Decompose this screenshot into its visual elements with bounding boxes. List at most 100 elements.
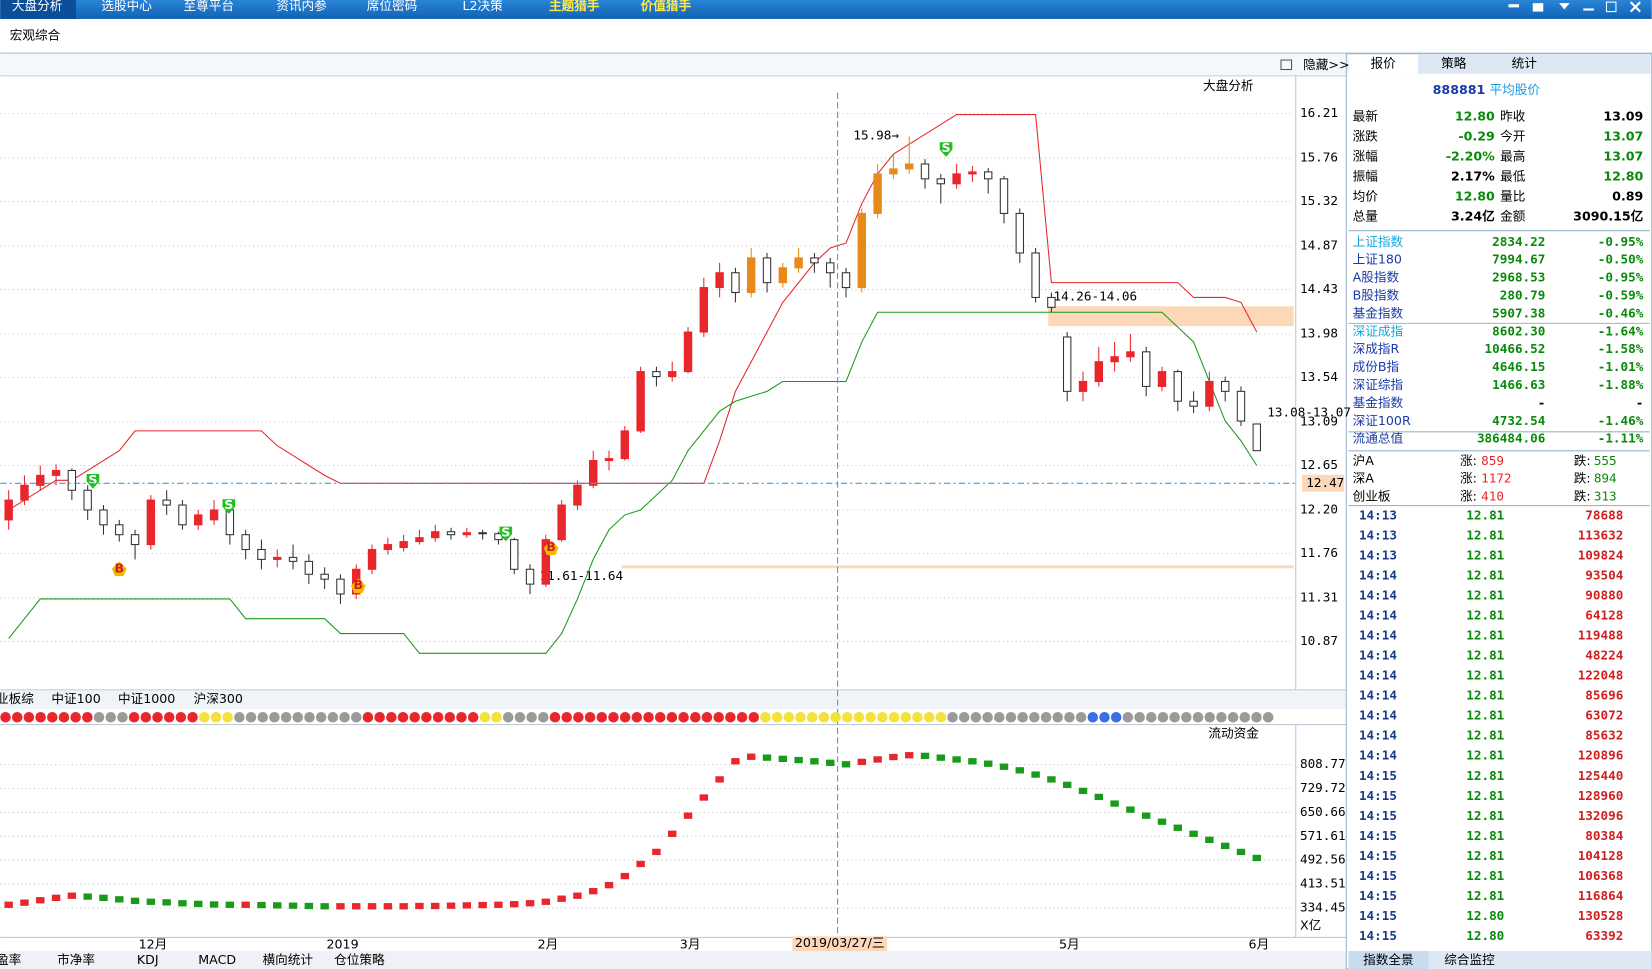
tick-volume: 90880 <box>1585 588 1623 603</box>
candle-body <box>510 539 519 570</box>
signal-dot <box>514 712 526 723</box>
flow-mark <box>194 900 203 908</box>
breadth-up-label: 涨: <box>1460 489 1477 504</box>
breadth-up: 859 <box>1481 453 1504 468</box>
panel-footer-tab[interactable]: 综合监控 <box>1444 952 1495 967</box>
panel-tab[interactable]: 策略 <box>1441 56 1467 71</box>
menu-item[interactable]: 资讯内参 <box>276 0 327 13</box>
index-tab[interactable]: 沪深300 <box>194 691 243 706</box>
menu-item[interactable]: 选股中心 <box>101 0 152 13</box>
tick-volume: 132096 <box>1578 808 1624 823</box>
flow-mark <box>889 753 898 761</box>
index-value: 8602.30 <box>1492 323 1545 338</box>
index-name[interactable]: 基金指数 <box>1353 395 1404 410</box>
index-name[interactable]: A股指数 <box>1353 270 1400 285</box>
bottom-tab[interactable]: 横向统计 <box>263 952 314 967</box>
candle-body <box>446 531 456 536</box>
y-tick-label: 14.87 <box>1300 238 1338 253</box>
index-value: 2834.22 <box>1492 234 1545 249</box>
signal-dot <box>923 712 935 723</box>
signal-dot <box>1040 712 1052 723</box>
tick-volume: 128960 <box>1578 788 1624 803</box>
tick-time: 14:13 <box>1359 508 1397 523</box>
flow-mark <box>478 901 487 909</box>
panel-footer-tab[interactable]: 指数全景 <box>1363 952 1414 967</box>
menu-item[interactable]: L2决策 <box>462 0 503 13</box>
tick-time: 14:14 <box>1359 568 1397 583</box>
flow-mark <box>968 758 977 765</box>
tick-price: 12.81 <box>1466 588 1504 603</box>
quote-value: 12.80 <box>1455 188 1495 203</box>
candle-body <box>873 173 882 214</box>
grid-icon <box>1280 59 1293 71</box>
candle-body <box>1252 423 1261 452</box>
index-name[interactable]: 成份B指 <box>1353 359 1400 374</box>
menu-item[interactable]: 价值猎手 <box>641 0 692 13</box>
signal-dot <box>82 712 93 723</box>
signal-dot <box>93 712 105 723</box>
index-name[interactable]: 深证100R <box>1353 413 1411 428</box>
flow-mark <box>209 901 219 908</box>
menu-item[interactable]: 主题猎手 <box>549 0 600 13</box>
flow-mark <box>525 900 535 907</box>
signal-label: S <box>88 472 97 487</box>
candle-body <box>1236 390 1246 422</box>
submenu[interactable]: 宏观综合 <box>10 27 61 42</box>
index-name[interactable]: 上证指数 <box>1353 234 1404 249</box>
signal-dot <box>1087 712 1099 723</box>
y-tick-label: 808.77 <box>1300 756 1346 771</box>
index-change: -1.64% <box>1598 323 1644 338</box>
menu-item[interactable]: 至尊平台 <box>184 0 235 13</box>
tick-price: 12.81 <box>1466 648 1504 663</box>
signal-dot <box>643 712 654 723</box>
signal-dot <box>1145 712 1157 723</box>
candle-body <box>999 178 1009 214</box>
index-change: -0.59% <box>1598 287 1644 302</box>
flow-mark <box>510 901 519 908</box>
candle-body <box>620 430 630 460</box>
breadth-down: 555 <box>1594 453 1617 468</box>
index-name[interactable]: 流通总值 <box>1353 431 1404 446</box>
flow-mark <box>162 899 171 906</box>
index-tab[interactable]: 业板综 <box>0 691 34 706</box>
bottom-tab[interactable]: 市净率 <box>57 952 95 967</box>
flow-mark <box>320 903 329 910</box>
panel-tab-active <box>1348 54 1418 74</box>
bottom-tab[interactable]: KDJ <box>137 952 159 967</box>
y-tick-label: 413.51 <box>1300 876 1346 891</box>
candle-body <box>573 484 582 506</box>
index-tab[interactable]: 中证1000 <box>118 691 175 706</box>
flow-mark <box>1110 800 1119 807</box>
signal-dot <box>1017 712 1028 723</box>
hide-button[interactable]: 隐藏>> <box>1303 57 1349 72</box>
flow-mark <box>762 754 772 761</box>
tick-price: 12.81 <box>1466 608 1504 623</box>
tick-price: 12.80 <box>1466 908 1504 923</box>
bottom-tab[interactable]: 盈率 <box>0 952 21 967</box>
panel-tab[interactable]: 统计 <box>1512 56 1538 71</box>
index-name[interactable]: 深证综指 <box>1353 377 1404 392</box>
tick-volume: 78688 <box>1585 508 1623 523</box>
index-name[interactable]: 深成指R <box>1353 341 1400 356</box>
tick-price: 12.81 <box>1466 768 1504 783</box>
menu-item[interactable]: 席位密码 <box>367 0 417 13</box>
bottom-tab[interactable]: 仓位策略 <box>334 952 385 967</box>
flow-mark <box>1141 812 1151 819</box>
breadth-up: 410 <box>1481 489 1504 504</box>
index-name[interactable]: B股指数 <box>1353 287 1400 302</box>
buy-signal <box>350 578 366 593</box>
bottom-tab[interactable]: MACD <box>198 952 236 967</box>
candle-body <box>241 534 250 551</box>
candle-body <box>668 371 677 378</box>
panel-tab[interactable]: 报价 <box>1371 56 1397 71</box>
signal-dot <box>912 712 923 723</box>
menu-item[interactable]: 大盘分析 <box>12 0 63 13</box>
flow-mark <box>431 902 440 910</box>
crosshair-value-box <box>1302 474 1345 492</box>
flow-mark <box>146 898 156 905</box>
tick-volume: 116864 <box>1578 888 1624 903</box>
index-name[interactable]: 上证180 <box>1353 252 1402 267</box>
index-name[interactable]: 基金指数 <box>1353 305 1404 320</box>
index-name[interactable]: 深证成指 <box>1353 323 1404 338</box>
index-tab[interactable]: 中证100 <box>51 691 100 706</box>
